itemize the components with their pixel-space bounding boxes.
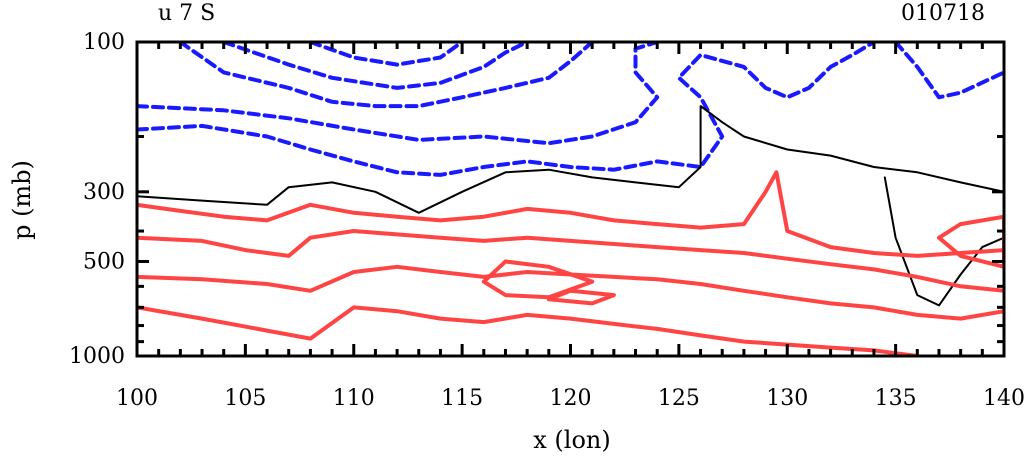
positive-contour-1 <box>137 229 1004 293</box>
contour-layer <box>137 42 1004 356</box>
positive-contour-2 <box>137 264 1004 321</box>
y-tick-label: 500 <box>83 249 125 274</box>
x-tick-label: 135 <box>875 386 917 411</box>
x-tick-label: 125 <box>658 386 700 411</box>
x-tick-label: 130 <box>766 386 808 411</box>
x-tick-label: 140 <box>983 386 1025 411</box>
negative-contour-4 <box>308 42 465 67</box>
title-left: u 7 S <box>158 1 215 26</box>
positive-contour-3 <box>137 305 920 356</box>
x-tick-label: 120 <box>550 386 592 411</box>
zero-contour-0 <box>137 105 1004 214</box>
x-tick-label: 100 <box>116 386 158 411</box>
zero-contour-1 <box>883 176 1004 307</box>
x-tick-label: 110 <box>333 386 375 411</box>
negative-contour-0 <box>137 42 876 177</box>
positive-contour-5 <box>546 288 616 306</box>
x-axis-label: x (lon) <box>533 426 610 454</box>
negative-contour-5 <box>893 42 1004 100</box>
negative-contour-1 <box>137 42 660 146</box>
y-axis-label: p (mb) <box>8 160 36 240</box>
tick-layer: 100 105 110 115 120 125 130 135 140 100 300 500 1000 <box>69 30 1025 411</box>
y-tick-label: 100 <box>83 30 125 55</box>
title-right: 010718 <box>901 1 985 26</box>
y-tick-label: 1000 <box>69 344 125 369</box>
y-tick-label: 300 <box>83 180 125 205</box>
negative-contour-2 <box>178 42 595 109</box>
negative-contour-3 <box>221 42 530 90</box>
x-tick-label: 105 <box>224 386 266 411</box>
x-tick-label: 115 <box>441 386 483 411</box>
positive-contour-6 <box>937 214 1004 269</box>
positive-contour-0 <box>137 170 1004 258</box>
